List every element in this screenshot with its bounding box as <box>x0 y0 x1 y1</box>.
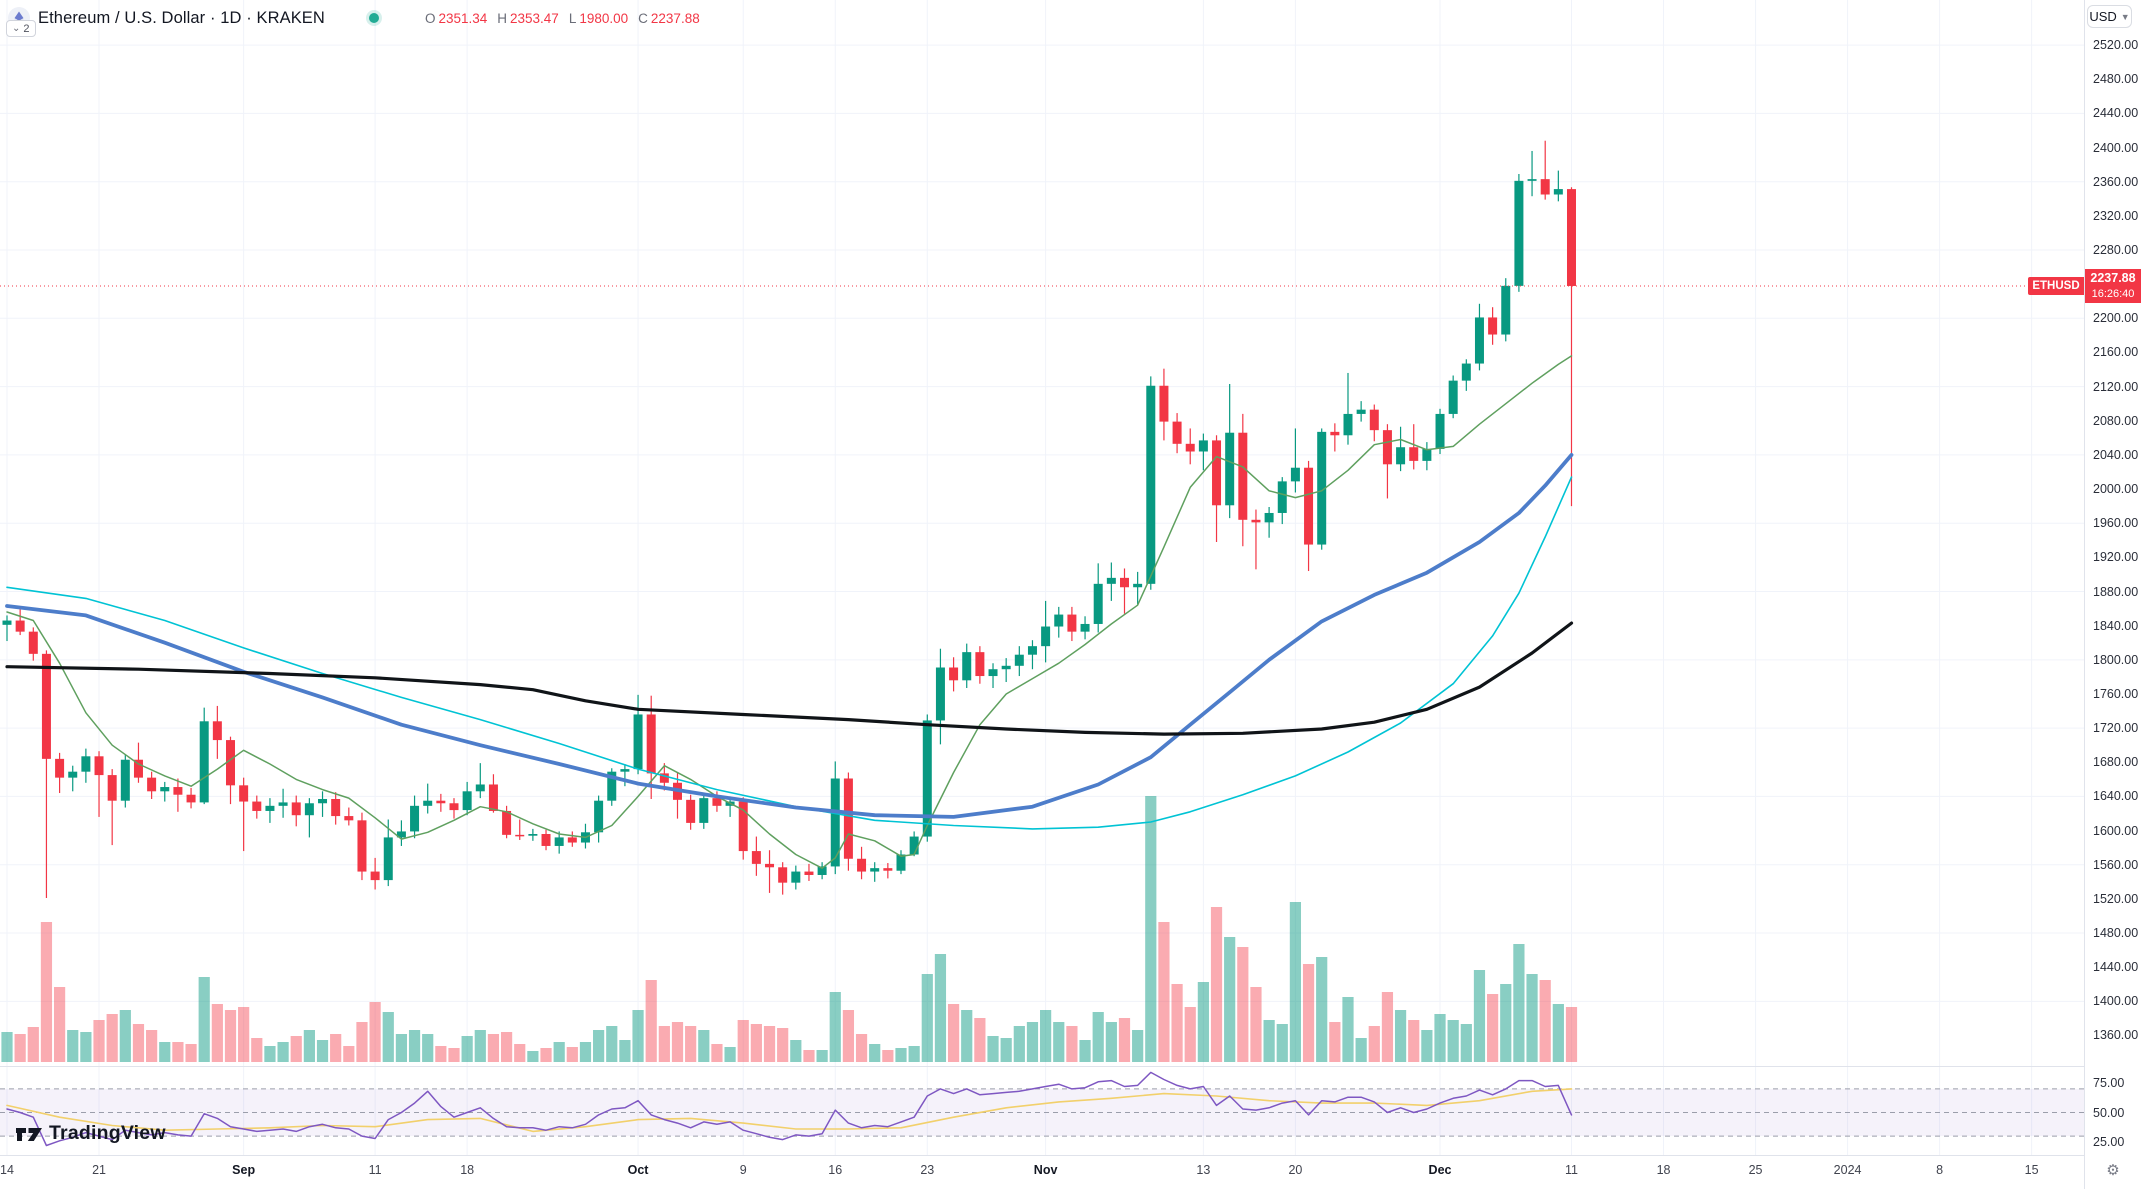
pane-separator[interactable] <box>0 1066 2141 1067</box>
price-scale-label: 2000.00 <box>2093 482 2139 497</box>
price-scale-label: 2080.00 <box>2093 413 2139 428</box>
price-scale-label: 1640.00 <box>2093 789 2139 804</box>
price-scale-label: 1680.00 <box>2093 755 2139 770</box>
time-scale-label: 14 <box>0 1163 14 1177</box>
indicator-count: 2 <box>23 22 30 35</box>
price-scale-label: 1960.00 <box>2093 516 2139 531</box>
main-chart-canvas[interactable] <box>0 0 2084 1066</box>
time-scale-label: 13 <box>1196 1163 1211 1177</box>
time-scale-label: 25 <box>1748 1163 1763 1177</box>
price-scale-label: 2480.00 <box>2093 72 2139 87</box>
symbol-title[interactable]: Ethereum / U.S. Dollar · 1D · KRAKEN <box>38 8 325 27</box>
time-scale-label: 18 <box>1656 1163 1671 1177</box>
last-price-label: 2237.88 16:26:40 <box>2085 269 2141 303</box>
low-label: L <box>568 10 577 26</box>
price-scale-label: 1480.00 <box>2093 926 2139 941</box>
time-scale-label: 11 <box>368 1163 382 1177</box>
bar-countdown: 16:26:40 <box>2091 288 2135 300</box>
time-scale-label: Sep <box>232 1163 256 1177</box>
open-value: 2351.34 <box>438 10 488 26</box>
time-scale-label: 2024 <box>1833 1163 1862 1177</box>
time-scale-label: Dec <box>1428 1163 1452 1177</box>
price-scale-label: 1880.00 <box>2093 584 2139 599</box>
market-status-dot[interactable] <box>368 13 379 23</box>
price-scale-label: 2440.00 <box>2093 106 2139 121</box>
last-price-value: 2237.88 <box>2090 271 2136 285</box>
price-scale-label: 1440.00 <box>2093 960 2139 975</box>
price-scale-label: 2520.00 <box>2093 38 2139 53</box>
gear-icon[interactable]: ⚙ <box>2106 1162 2120 1179</box>
price-scale-label: 1560.00 <box>2093 857 2139 872</box>
tradingview-mark-icon <box>16 1128 42 1141</box>
open-label: O <box>424 10 436 26</box>
price-scale-label: 1520.00 <box>2093 891 2139 906</box>
price-scale-label: 1920.00 <box>2093 550 2139 565</box>
price-scale-label: 2320.00 <box>2093 208 2139 223</box>
close-value: 2237.88 <box>650 10 700 26</box>
time-scale-label: 18 <box>460 1163 475 1177</box>
price-scale-label: 1800.00 <box>2093 652 2139 667</box>
price-scale-label: 2280.00 <box>2093 243 2139 257</box>
price-scale-label: 2040.00 <box>2093 447 2139 462</box>
price-scale-label: 1400.00 <box>2093 994 2139 1009</box>
time-scale-label: 15 <box>2024 1163 2039 1177</box>
symbol-price-line-badge: ETHUSD <box>2028 277 2084 295</box>
indicators-collapse-button[interactable]: ⌄ 2 <box>6 20 36 37</box>
rsi-scale-label: 75.00 <box>2093 1076 2125 1090</box>
ohlc-values: O 2351.34 H 2353.47 L 1980.00 C 2237.88 <box>425 11 700 26</box>
time-scale-label: 21 <box>92 1163 106 1177</box>
time-scale-label: 23 <box>920 1163 935 1177</box>
tradingview-logo[interactable]: TradingView <box>16 1122 166 1145</box>
price-scale-label: 2200.00 <box>2093 311 2139 326</box>
rsi-scale-label: 50.00 <box>2093 1105 2125 1120</box>
price-scale-label: 1840.00 <box>2093 618 2139 633</box>
chevron-down-icon: ⌄ <box>12 22 21 34</box>
time-scale-label: Oct <box>627 1163 649 1177</box>
price-scale-label: 1720.00 <box>2093 721 2139 736</box>
time-scale-label: 11 <box>1564 1163 1578 1177</box>
close-label: C <box>638 10 648 26</box>
currency-label: USD <box>2089 9 2117 24</box>
time-axis-border <box>0 1155 2141 1156</box>
tradingview-logo-text: TradingView <box>49 1122 166 1144</box>
time-scale-label: Nov <box>1033 1163 1058 1177</box>
price-scale-label: 1360.00 <box>2093 1028 2139 1043</box>
price-scale-label: 2160.00 <box>2093 345 2139 360</box>
price-scale-label: 2120.00 <box>2093 379 2139 394</box>
price-scale-label: 2400.00 <box>2093 140 2139 155</box>
price-scale[interactable]: 2520.00 2480.00 2440.00 2400.00 2360.00 2320.… <box>2084 0 2141 1189</box>
chart-legend: Ethereum / U.S. Dollar · 1D · KRAKEN O 23… <box>8 6 700 30</box>
time-scale-label: 16 <box>828 1163 843 1177</box>
price-scale-label: 1760.00 <box>2093 686 2139 701</box>
high-label: H <box>497 10 508 26</box>
time-scale-label: 8 <box>1936 1163 1944 1177</box>
rsi-scale-label: 25.00 <box>2093 1135 2125 1149</box>
rsi-indicator-canvas[interactable] <box>0 1066 2084 1155</box>
time-scale-label: 20 <box>1288 1163 1303 1177</box>
price-scale-label: 1600.00 <box>2093 823 2139 838</box>
low-value: 1980.00 <box>579 10 629 26</box>
time-scale-label: 9 <box>739 1163 747 1177</box>
currency-selector-button[interactable]: USD ▼ <box>2087 5 2132 28</box>
price-scale-label: 2360.00 <box>2093 174 2139 189</box>
high-value: 2353.47 <box>510 10 559 26</box>
chevron-down-icon: ▼ <box>2120 12 2130 22</box>
